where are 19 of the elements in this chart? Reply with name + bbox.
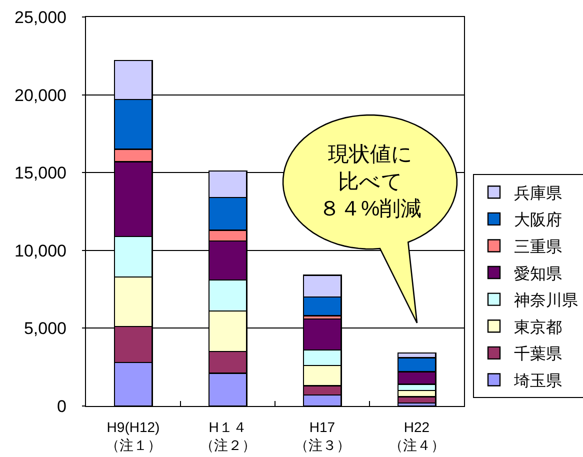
legend-label: 東京都 bbox=[514, 318, 562, 336]
x-tick-label: H22（注４） bbox=[388, 418, 445, 454]
y-tick-label: 15,000 bbox=[14, 164, 66, 183]
y-tick-label: 25,000 bbox=[14, 8, 66, 27]
legend-label: 愛知県 bbox=[514, 264, 562, 283]
legend-label: 兵庫県 bbox=[514, 184, 562, 202]
x-tick-label: H17（注３） bbox=[294, 418, 350, 454]
legend-label: 千葉県 bbox=[514, 345, 562, 364]
x-tick-label: H１４（注２） bbox=[200, 418, 256, 454]
annotation: 現状値に比べて８４%削減 bbox=[319, 143, 422, 221]
y-tick-label: 10,000 bbox=[14, 241, 66, 260]
y-tick-label: 5,000 bbox=[24, 319, 66, 338]
x-tick-label: H9(H12)（注１） bbox=[105, 418, 162, 454]
y-tick-label: 20,000 bbox=[14, 86, 66, 105]
legend-label: 埼玉県 bbox=[513, 372, 562, 390]
y-tick-label: 0 bbox=[57, 396, 66, 416]
legend-label: 神奈川県 bbox=[514, 292, 578, 310]
legend-label: 大阪府 bbox=[514, 211, 562, 230]
legend-label: 三重県 bbox=[514, 238, 562, 256]
